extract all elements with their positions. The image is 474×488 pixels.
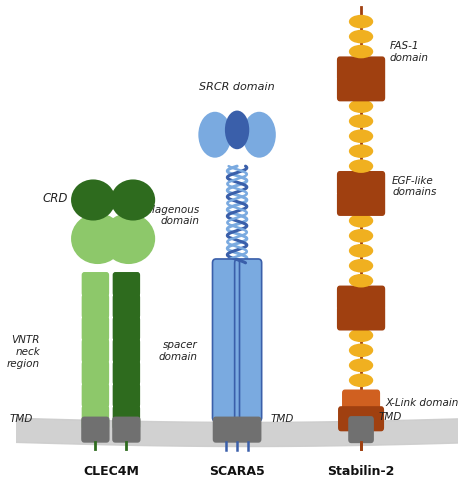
FancyBboxPatch shape [81,417,109,443]
Ellipse shape [349,244,373,258]
FancyBboxPatch shape [235,260,262,422]
FancyBboxPatch shape [113,406,140,430]
Text: TMD: TMD [270,413,294,423]
FancyBboxPatch shape [113,339,140,363]
Ellipse shape [349,130,373,143]
Ellipse shape [71,214,124,264]
FancyBboxPatch shape [348,416,374,443]
Ellipse shape [349,374,373,387]
Ellipse shape [349,260,373,273]
FancyBboxPatch shape [338,407,384,431]
FancyBboxPatch shape [112,417,141,443]
FancyBboxPatch shape [212,260,239,422]
Ellipse shape [349,46,373,59]
FancyBboxPatch shape [82,406,109,430]
FancyBboxPatch shape [82,363,109,387]
FancyBboxPatch shape [82,385,109,408]
FancyBboxPatch shape [113,305,140,329]
Text: FAS-1
domain: FAS-1 domain [390,41,429,63]
Ellipse shape [349,344,373,357]
FancyBboxPatch shape [113,406,140,430]
Text: EGF-like
domains: EGF-like domains [392,175,437,197]
FancyBboxPatch shape [337,172,385,197]
FancyBboxPatch shape [82,278,109,303]
Ellipse shape [349,229,373,243]
Ellipse shape [349,274,373,288]
FancyBboxPatch shape [113,361,140,386]
FancyBboxPatch shape [337,77,385,102]
FancyBboxPatch shape [82,342,109,366]
Ellipse shape [111,180,155,221]
FancyBboxPatch shape [113,300,140,324]
FancyBboxPatch shape [113,384,140,407]
Text: SCARA5: SCARA5 [209,464,265,477]
Ellipse shape [349,100,373,114]
FancyBboxPatch shape [82,317,109,341]
Text: VNTR
neck
region: VNTR neck region [7,335,40,368]
Text: X-Link domain: X-Link domain [385,397,459,407]
Text: CRD: CRD [42,192,68,204]
Ellipse shape [71,180,115,221]
Ellipse shape [349,115,373,129]
FancyBboxPatch shape [82,361,109,386]
FancyBboxPatch shape [213,417,239,443]
Ellipse shape [349,31,373,44]
FancyBboxPatch shape [113,342,140,366]
FancyBboxPatch shape [337,306,385,331]
FancyBboxPatch shape [337,57,385,82]
Ellipse shape [102,214,155,264]
Ellipse shape [349,329,373,343]
FancyBboxPatch shape [113,385,140,408]
FancyBboxPatch shape [82,384,109,407]
FancyBboxPatch shape [337,191,385,217]
Ellipse shape [243,113,276,159]
Text: collagenous
domain: collagenous domain [137,204,200,226]
Ellipse shape [349,145,373,159]
Ellipse shape [349,160,373,174]
FancyBboxPatch shape [229,419,245,441]
FancyBboxPatch shape [113,321,140,345]
FancyBboxPatch shape [235,417,262,443]
FancyBboxPatch shape [337,286,385,311]
FancyBboxPatch shape [113,411,140,435]
Ellipse shape [198,113,231,159]
FancyBboxPatch shape [113,369,140,393]
FancyBboxPatch shape [82,321,109,345]
FancyBboxPatch shape [82,300,109,324]
FancyBboxPatch shape [342,390,380,417]
FancyBboxPatch shape [113,348,140,372]
Text: SRCR domain: SRCR domain [199,82,275,92]
Text: TMD: TMD [379,411,402,421]
Ellipse shape [349,16,373,29]
FancyBboxPatch shape [113,295,140,319]
FancyBboxPatch shape [82,339,109,363]
Text: spacer
domain: spacer domain [158,339,197,361]
FancyBboxPatch shape [82,406,109,430]
FancyBboxPatch shape [113,363,140,387]
Text: CLEC4M: CLEC4M [83,464,139,477]
FancyBboxPatch shape [113,326,140,350]
FancyBboxPatch shape [113,390,140,414]
Ellipse shape [225,111,249,150]
FancyBboxPatch shape [113,284,140,308]
Text: Stabilin-2: Stabilin-2 [328,464,395,477]
FancyBboxPatch shape [113,278,140,303]
FancyBboxPatch shape [113,272,140,297]
Ellipse shape [349,215,373,228]
Text: TMD: TMD [10,413,33,423]
Ellipse shape [349,359,373,372]
FancyBboxPatch shape [113,317,140,341]
FancyBboxPatch shape [82,295,109,319]
FancyBboxPatch shape [82,272,109,297]
